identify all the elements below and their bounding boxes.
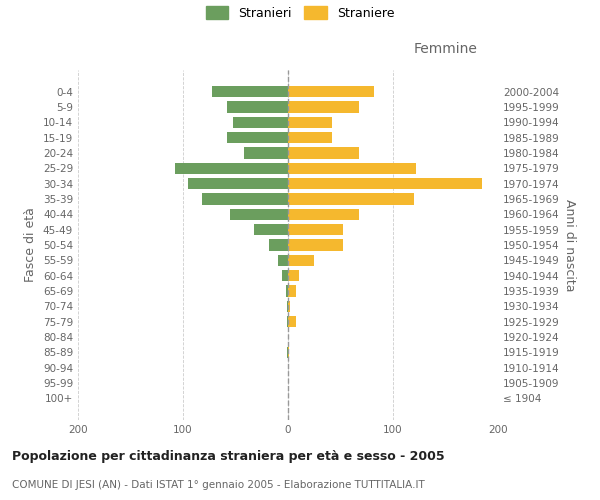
Bar <box>287 316 288 328</box>
Bar <box>288 116 332 128</box>
Bar <box>244 147 288 158</box>
Bar <box>288 300 290 312</box>
Bar <box>288 101 359 112</box>
Bar <box>287 346 288 358</box>
Bar <box>188 178 288 190</box>
Bar <box>202 193 288 204</box>
Bar <box>254 224 288 235</box>
Bar <box>227 132 288 143</box>
Text: COMUNE DI JESI (AN) - Dati ISTAT 1° gennaio 2005 - Elaborazione TUTTITALIA.IT: COMUNE DI JESI (AN) - Dati ISTAT 1° genn… <box>12 480 425 490</box>
Text: Popolazione per cittadinanza straniera per età e sesso - 2005: Popolazione per cittadinanza straniera p… <box>12 450 445 463</box>
Legend: Stranieri, Straniere: Stranieri, Straniere <box>206 6 394 20</box>
Text: Femmine: Femmine <box>413 42 478 56</box>
Bar <box>227 101 288 112</box>
Bar <box>287 300 288 312</box>
Y-axis label: Fasce di età: Fasce di età <box>25 208 37 282</box>
Bar <box>175 162 288 174</box>
Bar <box>288 286 296 297</box>
Bar <box>288 132 332 143</box>
Bar <box>233 116 288 128</box>
Bar <box>288 86 374 98</box>
Bar <box>288 162 416 174</box>
Bar <box>288 147 359 158</box>
Bar <box>288 208 359 220</box>
Bar <box>282 270 288 281</box>
Bar <box>288 254 314 266</box>
Bar <box>288 193 414 204</box>
Bar <box>286 286 288 297</box>
Bar <box>288 224 343 235</box>
Bar <box>288 316 296 328</box>
Bar <box>288 346 289 358</box>
Bar <box>288 270 299 281</box>
Bar <box>269 239 288 251</box>
Bar <box>212 86 288 98</box>
Bar <box>277 254 288 266</box>
Bar <box>288 178 482 190</box>
Bar <box>288 239 343 251</box>
Y-axis label: Anni di nascita: Anni di nascita <box>563 198 576 291</box>
Bar <box>230 208 288 220</box>
